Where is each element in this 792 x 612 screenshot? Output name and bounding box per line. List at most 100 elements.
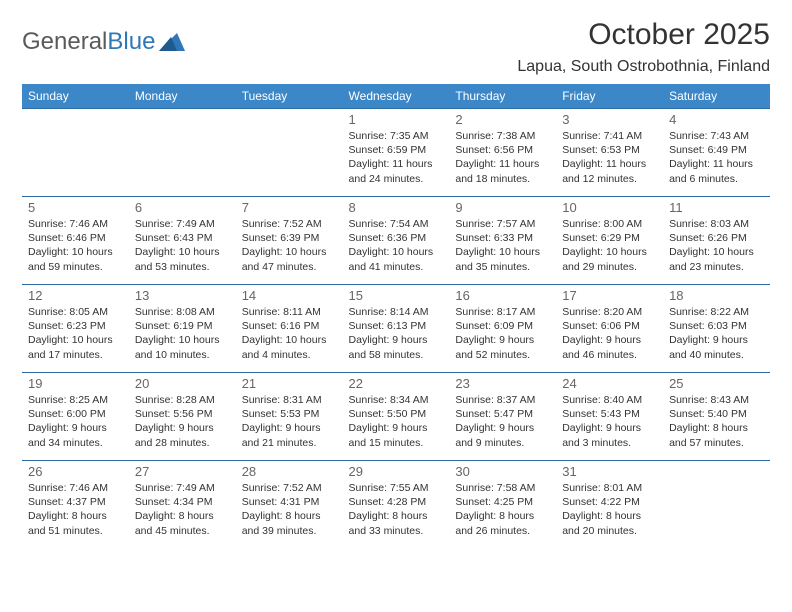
calendar-day-cell: 13Sunrise: 8:08 AMSunset: 6:19 PMDayligh… bbox=[129, 285, 236, 373]
sunrise-line: Sunrise: 7:46 AM bbox=[28, 217, 123, 231]
calendar-day-cell: 21Sunrise: 8:31 AMSunset: 5:53 PMDayligh… bbox=[236, 373, 343, 461]
calendar-week-row: 5Sunrise: 7:46 AMSunset: 6:46 PMDaylight… bbox=[22, 197, 770, 285]
day-number: 2 bbox=[455, 112, 550, 127]
sunset-line: Sunset: 6:59 PM bbox=[349, 143, 444, 157]
day-number: 1 bbox=[349, 112, 444, 127]
daylight-line: Daylight: 8 hours bbox=[135, 509, 230, 523]
sunset-line: Sunset: 5:50 PM bbox=[349, 407, 444, 421]
calendar-day-cell: 27Sunrise: 7:49 AMSunset: 4:34 PMDayligh… bbox=[129, 461, 236, 549]
calendar-day-cell: 4Sunrise: 7:43 AMSunset: 6:49 PMDaylight… bbox=[663, 109, 770, 197]
daylight-line: Daylight: 10 hours bbox=[455, 245, 550, 259]
weekday-header: Sunday bbox=[22, 84, 129, 109]
sunrise-line: Sunrise: 8:03 AM bbox=[669, 217, 764, 231]
daylight-line: and 33 minutes. bbox=[349, 524, 444, 538]
sunset-line: Sunset: 5:53 PM bbox=[242, 407, 337, 421]
daylight-line: and 46 minutes. bbox=[562, 348, 657, 362]
day-number: 4 bbox=[669, 112, 764, 127]
sunrise-line: Sunrise: 8:37 AM bbox=[455, 393, 550, 407]
daylight-line: and 29 minutes. bbox=[562, 260, 657, 274]
day-number: 28 bbox=[242, 464, 337, 479]
daylight-line: Daylight: 10 hours bbox=[349, 245, 444, 259]
sunset-line: Sunset: 6:36 PM bbox=[349, 231, 444, 245]
sunset-line: Sunset: 6:13 PM bbox=[349, 319, 444, 333]
daylight-line: Daylight: 9 hours bbox=[669, 333, 764, 347]
daylight-line: Daylight: 11 hours bbox=[349, 157, 444, 171]
sunrise-line: Sunrise: 8:40 AM bbox=[562, 393, 657, 407]
location-subtitle: Lapua, South Ostrobothnia, Finland bbox=[517, 58, 770, 76]
sunrise-line: Sunrise: 8:28 AM bbox=[135, 393, 230, 407]
day-number: 16 bbox=[455, 288, 550, 303]
daylight-line: and 51 minutes. bbox=[28, 524, 123, 538]
sunrise-line: Sunrise: 7:54 AM bbox=[349, 217, 444, 231]
daylight-line: and 24 minutes. bbox=[349, 172, 444, 186]
sunrise-line: Sunrise: 8:31 AM bbox=[242, 393, 337, 407]
sunrise-line: Sunrise: 8:20 AM bbox=[562, 305, 657, 319]
calendar-day-cell: 23Sunrise: 8:37 AMSunset: 5:47 PMDayligh… bbox=[449, 373, 556, 461]
sunrise-line: Sunrise: 7:49 AM bbox=[135, 481, 230, 495]
daylight-line: Daylight: 10 hours bbox=[242, 333, 337, 347]
sunset-line: Sunset: 6:09 PM bbox=[455, 319, 550, 333]
day-number: 7 bbox=[242, 200, 337, 215]
sunset-line: Sunset: 5:47 PM bbox=[455, 407, 550, 421]
sunset-line: Sunset: 6:06 PM bbox=[562, 319, 657, 333]
daylight-line: Daylight: 10 hours bbox=[242, 245, 337, 259]
sunset-line: Sunset: 4:37 PM bbox=[28, 495, 123, 509]
daylight-line: and 6 minutes. bbox=[669, 172, 764, 186]
day-number: 26 bbox=[28, 464, 123, 479]
sunset-line: Sunset: 4:31 PM bbox=[242, 495, 337, 509]
daylight-line: Daylight: 9 hours bbox=[562, 333, 657, 347]
day-number: 30 bbox=[455, 464, 550, 479]
calendar-week-row: 12Sunrise: 8:05 AMSunset: 6:23 PMDayligh… bbox=[22, 285, 770, 373]
daylight-line: Daylight: 8 hours bbox=[562, 509, 657, 523]
sunset-line: Sunset: 4:34 PM bbox=[135, 495, 230, 509]
sunrise-line: Sunrise: 8:00 AM bbox=[562, 217, 657, 231]
calendar-day-cell: 9Sunrise: 7:57 AMSunset: 6:33 PMDaylight… bbox=[449, 197, 556, 285]
sunrise-line: Sunrise: 7:43 AM bbox=[669, 129, 764, 143]
sunset-line: Sunset: 6:26 PM bbox=[669, 231, 764, 245]
day-number: 3 bbox=[562, 112, 657, 127]
daylight-line: Daylight: 9 hours bbox=[562, 421, 657, 435]
day-number: 18 bbox=[669, 288, 764, 303]
sunrise-line: Sunrise: 8:34 AM bbox=[349, 393, 444, 407]
calendar-day-cell: 25Sunrise: 8:43 AMSunset: 5:40 PMDayligh… bbox=[663, 373, 770, 461]
weekday-header: Saturday bbox=[663, 84, 770, 109]
daylight-line: and 12 minutes. bbox=[562, 172, 657, 186]
sunset-line: Sunset: 6:19 PM bbox=[135, 319, 230, 333]
sunrise-line: Sunrise: 8:11 AM bbox=[242, 305, 337, 319]
daylight-line: and 17 minutes. bbox=[28, 348, 123, 362]
day-number: 14 bbox=[242, 288, 337, 303]
daylight-line: and 41 minutes. bbox=[349, 260, 444, 274]
sunset-line: Sunset: 6:29 PM bbox=[562, 231, 657, 245]
calendar-week-row: 26Sunrise: 7:46 AMSunset: 4:37 PMDayligh… bbox=[22, 461, 770, 549]
weekday-header: Thursday bbox=[449, 84, 556, 109]
day-number: 17 bbox=[562, 288, 657, 303]
daylight-line: and 18 minutes. bbox=[455, 172, 550, 186]
daylight-line: Daylight: 10 hours bbox=[135, 333, 230, 347]
weekday-header: Tuesday bbox=[236, 84, 343, 109]
daylight-line: Daylight: 10 hours bbox=[562, 245, 657, 259]
calendar-day-cell: 26Sunrise: 7:46 AMSunset: 4:37 PMDayligh… bbox=[22, 461, 129, 549]
day-number: 9 bbox=[455, 200, 550, 215]
day-number: 23 bbox=[455, 376, 550, 391]
calendar-day-cell: 2Sunrise: 7:38 AMSunset: 6:56 PMDaylight… bbox=[449, 109, 556, 197]
day-number: 12 bbox=[28, 288, 123, 303]
sunset-line: Sunset: 6:43 PM bbox=[135, 231, 230, 245]
daylight-line: and 21 minutes. bbox=[242, 436, 337, 450]
calendar-day-cell: 18Sunrise: 8:22 AMSunset: 6:03 PMDayligh… bbox=[663, 285, 770, 373]
day-number: 11 bbox=[669, 200, 764, 215]
daylight-line: and 57 minutes. bbox=[669, 436, 764, 450]
day-number: 6 bbox=[135, 200, 230, 215]
calendar-day-cell: 5Sunrise: 7:46 AMSunset: 6:46 PMDaylight… bbox=[22, 197, 129, 285]
calendar-day-cell: 8Sunrise: 7:54 AMSunset: 6:36 PMDaylight… bbox=[343, 197, 450, 285]
sunset-line: Sunset: 6:23 PM bbox=[28, 319, 123, 333]
sunrise-line: Sunrise: 7:55 AM bbox=[349, 481, 444, 495]
logo: GeneralBlue bbox=[22, 28, 185, 56]
calendar-day-cell: 24Sunrise: 8:40 AMSunset: 5:43 PMDayligh… bbox=[556, 373, 663, 461]
sunset-line: Sunset: 6:49 PM bbox=[669, 143, 764, 157]
daylight-line: and 45 minutes. bbox=[135, 524, 230, 538]
sunrise-line: Sunrise: 7:58 AM bbox=[455, 481, 550, 495]
sunset-line: Sunset: 6:56 PM bbox=[455, 143, 550, 157]
sunset-line: Sunset: 4:22 PM bbox=[562, 495, 657, 509]
daylight-line: Daylight: 8 hours bbox=[349, 509, 444, 523]
calendar-day-cell: 10Sunrise: 8:00 AMSunset: 6:29 PMDayligh… bbox=[556, 197, 663, 285]
